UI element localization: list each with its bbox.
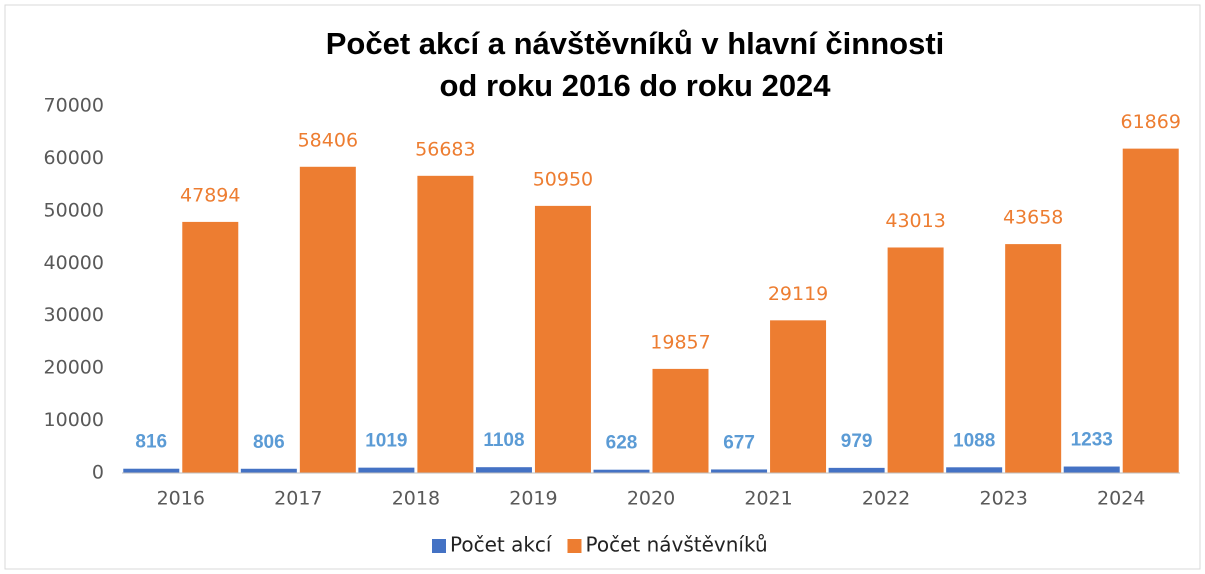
x-tick-label: 2019 [509,488,557,510]
value-label: 29119 [768,283,828,305]
bar [1063,466,1120,473]
value-label: 61869 [1120,111,1180,133]
value-label: 56683 [415,138,475,160]
legend-swatch [567,539,582,553]
value-label: 1108 [483,430,524,451]
bar [534,205,591,473]
value-label: 628 [606,433,638,454]
value-label: 43013 [885,210,945,232]
bar [358,467,415,473]
bar [946,467,1003,473]
legend-label: Počet návštěvníků [585,533,767,557]
x-tick-label: 2016 [157,488,205,510]
value-label: 816 [135,432,167,453]
x-tick-label: 2021 [744,488,792,510]
bar [299,166,356,473]
legend-swatch [432,539,446,553]
y-tick-label: 40000 [44,252,104,274]
chart-title: od roku 2016 do roku 2024 [439,68,831,103]
bar [182,221,239,473]
value-label: 979 [841,431,873,452]
value-label: 58406 [298,129,358,151]
value-label: 43658 [1003,207,1063,229]
y-tick-label: 10000 [44,409,104,431]
x-tick-label: 2022 [862,488,910,510]
value-label: 1019 [365,431,407,452]
value-label: 806 [253,432,285,453]
bar [828,467,885,473]
x-tick-label: 2018 [392,488,440,510]
value-label: 19857 [650,331,710,353]
bar [887,247,944,473]
value-label: 1233 [1071,430,1113,451]
bar [240,468,297,473]
bar [711,469,768,473]
value-label: 47894 [180,184,240,206]
y-tick-label: 0 [92,462,104,484]
bar [123,468,180,473]
value-label: 50950 [533,168,593,190]
value-label: 1088 [953,430,995,451]
y-tick-label: 20000 [44,357,104,379]
y-tick-label: 70000 [44,95,104,117]
x-tick-label: 2024 [1097,488,1145,510]
x-tick-label: 2023 [979,488,1027,510]
bar [1005,244,1062,473]
x-tick-label: 2017 [274,488,322,510]
x-tick-label: 2020 [627,488,675,510]
bar [475,467,532,473]
bar [652,368,709,473]
legend-label: Počet akcí [450,533,553,557]
y-tick-label: 60000 [44,147,104,169]
value-label: 677 [723,432,755,453]
bar [417,175,474,473]
y-tick-label: 30000 [44,304,104,326]
chart-title: Počet akcí a návštěvníků v hlavní činnos… [326,26,945,61]
bar [770,320,827,473]
y-tick-label: 50000 [44,199,104,221]
bar [593,469,650,473]
bar [1122,148,1179,473]
